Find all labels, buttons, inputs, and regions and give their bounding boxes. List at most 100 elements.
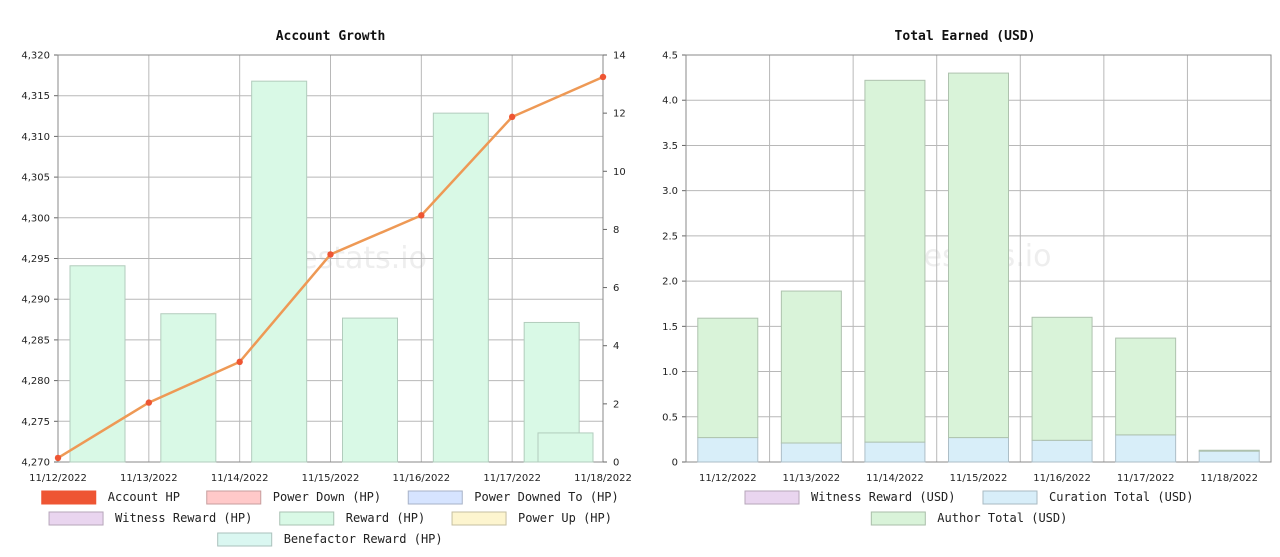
earned-bar-segment [948,72,1009,439]
x-tick-label: 11/12/2022 [29,473,87,484]
legend-item: Witness Reward (USD) [744,490,956,505]
legend-swatch [48,511,104,526]
legend-swatch [206,490,262,505]
y-right-tick-label: 0 [613,458,619,469]
x-tick-label: 11/17/2022 [1117,473,1175,484]
legend-label: Reward (HP) [346,511,425,525]
earned-bar-segment [864,79,926,443]
earned-bar-segment [1198,449,1260,452]
y-left-tick-label: 4,285 [21,335,50,346]
y-left-tick-label: 4,315 [21,91,50,102]
earned-bar-segment [1115,337,1177,436]
legend-item: Witness Reward (HP) [48,511,252,526]
chart-title: Total Earned (USD) [895,29,1036,44]
y-right-tick-label: 8 [613,225,619,236]
y-tick-label: 1.0 [662,367,678,378]
y-left-tick-label: 4,275 [21,417,50,428]
legend-label: Witness Reward (HP) [115,511,252,525]
y-left-tick-label: 4,295 [21,254,50,265]
x-tick-label: 11/12/2022 [699,473,757,484]
y-right-tick-label: 4 [613,341,619,352]
earned-bar-segment [864,441,926,463]
earned-bar-segment [780,442,842,463]
account-hp-point [508,113,516,121]
legend-item: Power Down (HP) [206,490,381,505]
y-tick-label: 1.5 [662,322,678,333]
legend-label: Benefactor Reward (HP) [284,532,443,546]
legend-label: Witness Reward (USD) [811,490,956,504]
earned-bar-segment [697,317,759,439]
reward-bar [432,112,489,463]
x-tick-label: 11/17/2022 [483,473,541,484]
y-tick-label: 2.0 [662,277,678,288]
y-left-tick-label: 4,305 [21,173,50,184]
earned-bar-segment [1031,316,1093,441]
account-hp-point [418,212,425,219]
legend-swatch [982,490,1038,505]
legend-item: Power Downed To (HP) [407,490,619,505]
legend-item: Account HP [41,490,180,505]
y-left-tick-label: 4,290 [21,295,50,306]
x-tick-label: 11/18/2022 [1200,473,1258,484]
reward-bar [160,313,217,463]
earned-bar-segment [697,437,759,463]
account-hp-point [236,358,243,366]
legend-item: Reward (HP) [279,511,425,526]
legend-label: Account HP [108,490,180,504]
y-tick-label: 0.5 [662,412,678,423]
x-tick-label: 11/16/2022 [393,473,451,484]
account-hp-point [327,251,334,258]
legend-label: Power Up (HP) [518,511,612,525]
earned-bar-segment [1115,434,1177,463]
earned-bar-segment [1031,439,1093,463]
legend-label: Power Downed To (HP) [474,490,619,504]
reward-bar [342,317,398,463]
y-tick-label: 4.0 [662,96,678,107]
chart-title: Account Growth [276,29,386,44]
x-tick-label: 11/15/2022 [302,473,360,484]
legend-label: Power Down (HP) [273,490,381,504]
y-left-tick-label: 4,300 [21,213,50,224]
earned-bar-segment [1198,450,1260,463]
account-hp-point [54,454,62,462]
legend-swatch [279,511,335,526]
x-tick-label: 11/18/2022 [574,473,632,484]
earned-bar-segment [780,290,842,444]
reward-bar [251,80,308,463]
x-tick-label: 11/14/2022 [866,473,924,484]
y-right-tick-label: 12 [613,109,626,120]
y-left-tick-label: 4,320 [21,51,50,62]
y-tick-label: 3.0 [662,186,678,197]
y-right-tick-label: 10 [613,167,626,178]
x-tick-label: 11/14/2022 [211,473,269,484]
y-left-tick-label: 4,280 [21,376,50,387]
legend-label: Curation Total (USD) [1049,490,1194,504]
y-tick-label: 2.5 [662,231,678,242]
y-right-tick-label: 6 [613,283,619,294]
earned-bar-segment [948,437,1009,463]
legend-swatch [41,490,97,505]
y-tick-label: 4.5 [662,51,678,62]
y-tick-label: 0 [672,458,678,469]
x-tick-label: 11/15/2022 [950,473,1008,484]
x-tick-label: 11/16/2022 [1033,473,1091,484]
legend-item: Author Total (USD) [870,511,1067,526]
legend-swatch [744,490,800,505]
plot-border [57,54,604,463]
account-hp-point [599,73,607,81]
legend-swatch [451,511,507,526]
y-left-tick-label: 4,310 [21,132,50,143]
x-tick-label: 11/13/2022 [120,473,178,484]
account-growth-chart: Account Growthhivestats.io4,2704,2754,28… [21,29,632,547]
x-tick-label: 11/13/2022 [783,473,841,484]
y-left-tick-label: 4,270 [21,458,50,469]
legend-swatch [870,511,926,526]
account-hp-point [145,399,153,406]
total-earned-chart: Total Earned (USD)hivestats.io00.51.01.5… [662,29,1272,526]
reward-bar [69,265,126,463]
legend-swatch [217,532,273,547]
legend-label: Author Total (USD) [937,511,1067,525]
legend-item: Benefactor Reward (HP) [217,532,443,547]
legend-item: Curation Total (USD) [982,490,1194,505]
